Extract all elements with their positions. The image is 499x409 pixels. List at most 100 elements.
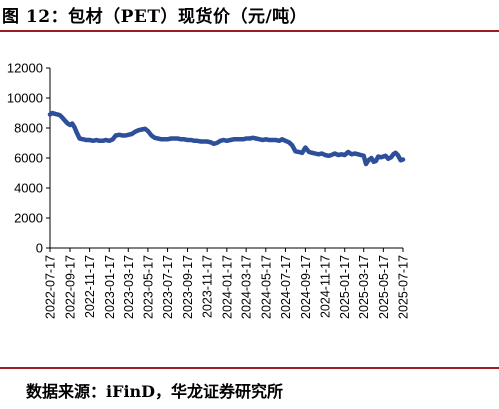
x-tick-label: 2022-11-17	[83, 255, 97, 318]
x-tick-label: 2023-03-17	[122, 255, 136, 319]
data-point	[150, 134, 153, 137]
data-point	[390, 156, 392, 159]
data-point	[239, 138, 242, 141]
data-point	[311, 151, 314, 154]
data-point	[274, 139, 277, 141]
x-tick-label: 2023-09-17	[181, 255, 195, 319]
data-point	[147, 130, 149, 132]
data-point	[75, 131, 78, 134]
x-tick-label: 2025-01-17	[338, 255, 352, 319]
title-rule	[0, 30, 499, 32]
data-point	[144, 127, 146, 130]
data-point	[85, 139, 88, 141]
data-point	[101, 139, 104, 142]
data-point	[365, 163, 367, 165]
x-tick-label: 2024-07-17	[279, 255, 293, 319]
x-tick-label: 2025-07-17	[397, 255, 411, 319]
data-point	[399, 159, 402, 162]
data-point	[327, 154, 330, 157]
data-point	[261, 139, 264, 141]
data-point	[53, 112, 56, 115]
data-point	[320, 152, 323, 155]
x-tick-label: 2023-01-17	[103, 255, 117, 319]
data-point	[372, 160, 375, 163]
data-point	[377, 155, 380, 158]
data-point	[392, 153, 395, 156]
data-point	[359, 154, 362, 156]
data-point	[111, 138, 114, 141]
x-tick-label: 2023-11-17	[201, 255, 215, 318]
x-tick-label: 2024-09-17	[299, 255, 313, 319]
x-tick-label: 2024-05-17	[259, 255, 273, 319]
data-point	[268, 139, 271, 141]
y-axis-ticks: 0 2000 4000 6000 8000 10000 12000	[7, 61, 50, 256]
data-point	[242, 138, 245, 141]
plot-area	[47, 110, 406, 167]
data-point	[324, 154, 326, 156]
data-point	[284, 139, 287, 142]
data-point	[166, 138, 169, 141]
data-point	[209, 141, 212, 144]
data-point	[163, 138, 166, 141]
data-point	[137, 129, 140, 132]
data-point	[387, 157, 390, 160]
x-tick-label: 2025-05-17	[377, 255, 391, 319]
data-point	[298, 151, 300, 153]
data-point	[304, 146, 307, 149]
x-tick-label: 2024-03-17	[240, 255, 254, 319]
data-point	[380, 156, 382, 159]
data-point	[367, 159, 370, 162]
data-point	[61, 116, 64, 119]
x-tick-label: 2022-09-17	[63, 255, 77, 319]
data-point	[160, 138, 163, 141]
data-point	[49, 113, 51, 116]
data-point	[63, 119, 66, 122]
data-point	[114, 134, 117, 137]
data-point	[199, 140, 202, 143]
data-point	[402, 158, 404, 161]
y-tick-label: 12000	[7, 61, 43, 76]
data-point	[357, 153, 360, 156]
data-point	[71, 122, 74, 125]
data-point	[362, 154, 365, 157]
data-point	[170, 137, 173, 140]
data-point	[88, 139, 91, 141]
data-point	[370, 157, 373, 159]
x-tick-label: 2023-05-17	[141, 255, 155, 319]
data-point	[235, 138, 238, 141]
source-rule	[0, 367, 499, 369]
data-point	[153, 136, 156, 139]
data-point	[258, 138, 261, 141]
data-point	[278, 139, 281, 142]
x-axis-ticks: 2022-07-17 2022-09-17 2022-11-17 2023-01-17…	[44, 248, 411, 319]
data-point	[264, 138, 267, 141]
data-point	[206, 140, 209, 143]
data-point	[73, 126, 76, 129]
data-point	[124, 134, 127, 137]
data-point	[104, 139, 107, 141]
data-point	[308, 151, 310, 153]
source-note: 数据来源：iFinD，华龙证券研究所	[26, 382, 284, 401]
y-tick-label: 0	[36, 241, 43, 256]
data-point	[294, 150, 297, 153]
data-point	[382, 155, 385, 158]
data-point	[301, 151, 304, 154]
data-point	[281, 138, 284, 141]
data-point	[255, 137, 257, 140]
data-point	[252, 136, 254, 139]
data-point	[340, 153, 343, 156]
data-point	[343, 154, 346, 156]
data-point	[347, 151, 350, 153]
data-point	[66, 122, 69, 125]
data-point	[140, 128, 143, 131]
data-point	[51, 112, 54, 114]
data-point	[196, 139, 199, 142]
data-point	[215, 142, 218, 144]
data-point	[394, 151, 397, 154]
data-point	[127, 133, 130, 136]
data-point	[248, 137, 251, 140]
chart-axes	[49, 68, 403, 249]
data-point	[59, 114, 61, 117]
data-point	[186, 139, 189, 141]
